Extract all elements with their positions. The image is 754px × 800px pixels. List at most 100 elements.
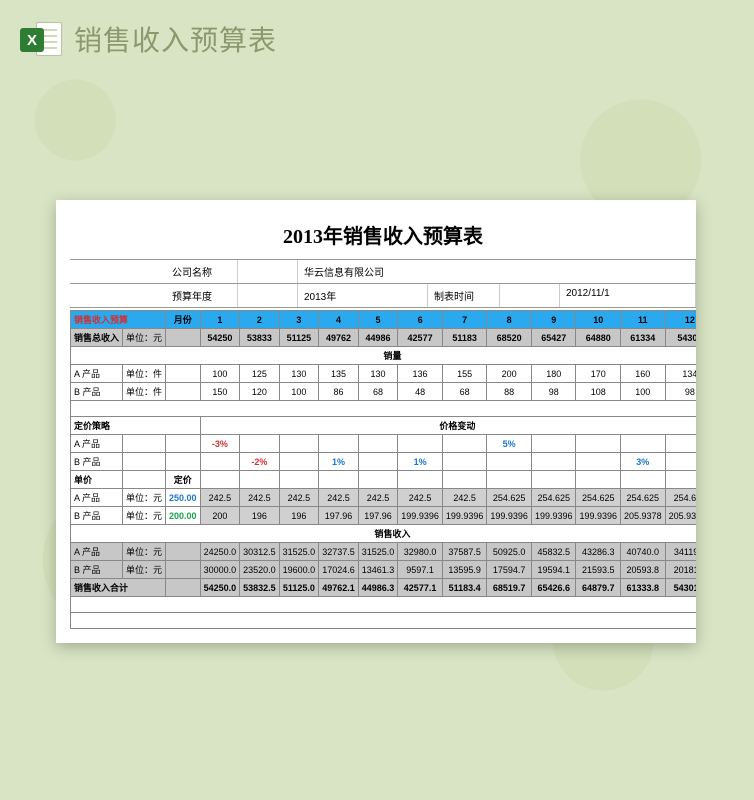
month-9: 9 — [531, 311, 576, 329]
vol-a-1: 100 — [200, 365, 240, 383]
vol-b-8: 88 — [487, 383, 532, 401]
rev-total-2: 53832.5 — [240, 579, 280, 597]
year-value: 2013年 — [298, 284, 428, 307]
uprice-a-10: 254.625 — [576, 489, 621, 507]
prod-b: B 产品 — [71, 383, 123, 401]
uprice-a-11: 254.625 — [621, 489, 666, 507]
vol-b-1: 150 — [200, 383, 240, 401]
pchg-b-12 — [665, 453, 696, 471]
vol-a-6: 136 — [398, 365, 443, 383]
rev-total-11: 61333.8 — [621, 579, 666, 597]
uprice-a-2: 242.5 — [240, 489, 280, 507]
pchg-a-9 — [531, 435, 576, 453]
uprice-b-1: 200 — [200, 507, 240, 525]
total-income-6: 42577 — [398, 329, 443, 347]
excel-badge: X — [20, 28, 44, 52]
company-label: 公司名称 — [166, 260, 238, 283]
rev-a-2: 30312.5 — [240, 543, 280, 561]
total-income-label: 销售总收入 — [71, 329, 123, 347]
page-header: X 销售收入预算表 — [20, 18, 277, 60]
rev-a-7: 37587.5 — [442, 543, 487, 561]
meta-row-company: 公司名称 华云信息有限公司 — [70, 259, 696, 284]
rev-total-12: 54301.7 — [665, 579, 696, 597]
price-change-header: 价格变动 — [200, 417, 696, 435]
section-pricing: 定价策略 — [71, 417, 201, 435]
total-income-3: 51125 — [279, 329, 319, 347]
rev-total-5: 44986.3 — [358, 579, 398, 597]
uprice-b-10: 199.9396 — [576, 507, 621, 525]
rev-b-9: 19594.1 — [531, 561, 576, 579]
month-3: 3 — [279, 311, 319, 329]
rev-b-8: 17594.7 — [487, 561, 532, 579]
pchg-a-2 — [240, 435, 280, 453]
uprice-a-7: 242.5 — [442, 489, 487, 507]
uprice-b-8: 199.9396 — [487, 507, 532, 525]
month-4: 4 — [319, 311, 359, 329]
total-income-12: 54302 — [665, 329, 696, 347]
pchg-b-7 — [442, 453, 487, 471]
rev-total-8: 68519.7 — [487, 579, 532, 597]
baseprice-a: 250.00 — [166, 489, 201, 507]
pchg-a-10 — [576, 435, 621, 453]
vol-a-2: 125 — [240, 365, 280, 383]
month-5: 5 — [358, 311, 398, 329]
rev-a-3: 31525.0 — [279, 543, 319, 561]
rev-total-7: 51183.4 — [442, 579, 487, 597]
pchg-a-11 — [621, 435, 666, 453]
rev-total-1: 54250.0 — [200, 579, 240, 597]
section-volume: 销量 — [71, 347, 697, 365]
uprice-a-9: 254.625 — [531, 489, 576, 507]
rev-b-3: 19600.0 — [279, 561, 319, 579]
pchg-b-1 — [200, 453, 240, 471]
date-value: 2012/11/1 — [560, 284, 696, 307]
rev-total-4: 49762.1 — [319, 579, 359, 597]
rev-b-11: 20593.8 — [621, 561, 666, 579]
vol-a-5: 130 — [358, 365, 398, 383]
uprice-b-7: 199.9396 — [442, 507, 487, 525]
section-revenue: 销售收入 — [71, 525, 697, 543]
total-income-5: 44986 — [358, 329, 398, 347]
rev-a-1: 24250.0 — [200, 543, 240, 561]
rev-total-3: 51125.0 — [279, 579, 319, 597]
rev-total-10: 64879.7 — [576, 579, 621, 597]
baseprice-b: 200.00 — [166, 507, 201, 525]
uprice-b-3: 196 — [279, 507, 319, 525]
month-8: 8 — [487, 311, 532, 329]
uprice-b-12: 205.93779 — [665, 507, 696, 525]
pchg-b-6: 1% — [398, 453, 443, 471]
section-unitprice: 单价 — [71, 471, 123, 489]
meta-row-year: 预算年度 2013年 制表时间 2012/11/1 — [70, 284, 696, 308]
month-6: 6 — [398, 311, 443, 329]
rev-b-12: 20181.9 — [665, 561, 696, 579]
pchg-b-3 — [279, 453, 319, 471]
unit-yuan: 单位：元 — [123, 329, 166, 347]
budget-table: 销售收入预算月份123456789101112销售总收入单位：元54250538… — [70, 310, 696, 629]
company-value: 华云信息有限公司 — [298, 260, 696, 283]
uprice-b-4: 197.96 — [319, 507, 359, 525]
vol-a-10: 170 — [576, 365, 621, 383]
month-11: 11 — [621, 311, 666, 329]
rev-a-6: 32980.0 — [398, 543, 443, 561]
total-income-10: 64880 — [576, 329, 621, 347]
month-12: 12 — [665, 311, 696, 329]
excel-icon: X — [20, 18, 62, 60]
vol-b-5: 68 — [358, 383, 398, 401]
vol-a-3: 130 — [279, 365, 319, 383]
uprice-a-6: 242.5 — [398, 489, 443, 507]
pchg-b-9 — [531, 453, 576, 471]
rev-b-5: 13461.3 — [358, 561, 398, 579]
rev-a-8: 50925.0 — [487, 543, 532, 561]
pchg-a-7 — [442, 435, 487, 453]
total-income-1: 54250 — [200, 329, 240, 347]
pchg-a-6 — [398, 435, 443, 453]
rev-b-2: 23520.0 — [240, 561, 280, 579]
sheet-title: 2013年销售收入预算表 — [70, 214, 696, 259]
uprice-a-4: 242.5 — [319, 489, 359, 507]
vol-b-4: 86 — [319, 383, 359, 401]
pchg-b-11: 3% — [621, 453, 666, 471]
uprice-a-1: 242.5 — [200, 489, 240, 507]
pchg-a-4 — [319, 435, 359, 453]
uprice-b-5: 197.96 — [358, 507, 398, 525]
pchg-b-8 — [487, 453, 532, 471]
month-2: 2 — [240, 311, 280, 329]
